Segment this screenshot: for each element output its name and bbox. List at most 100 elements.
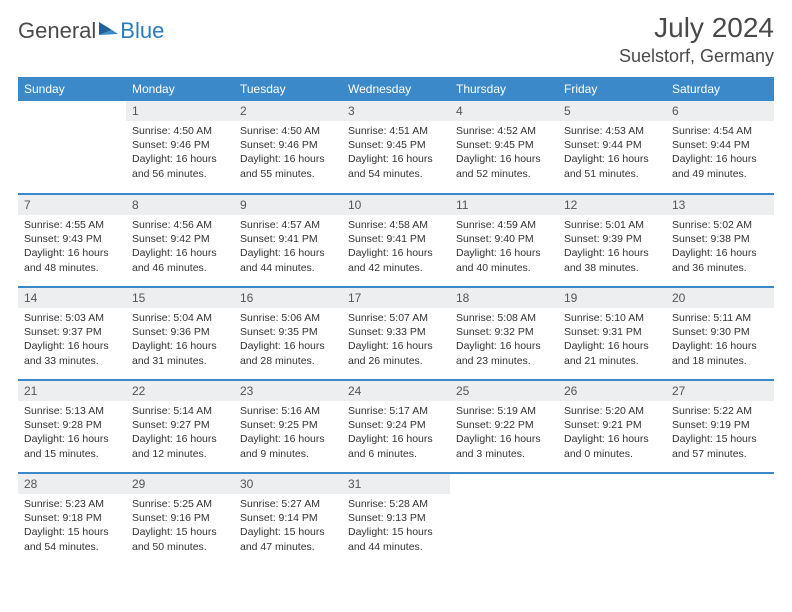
daylight-text: Daylight: 16 hours and 42 minutes. xyxy=(348,246,444,274)
daylight-text: Daylight: 16 hours and 40 minutes. xyxy=(456,246,552,274)
daylight-text: Daylight: 16 hours and 0 minutes. xyxy=(564,432,660,460)
day-content: Sunrise: 4:58 AMSunset: 9:41 PMDaylight:… xyxy=(342,215,450,281)
weekday-header: Tuesday xyxy=(234,77,342,101)
day-content: Sunrise: 5:11 AMSunset: 9:30 PMDaylight:… xyxy=(666,308,774,374)
sunrise-text: Sunrise: 4:57 AM xyxy=(240,218,336,232)
weekday-header: Saturday xyxy=(666,77,774,101)
sunset-text: Sunset: 9:44 PM xyxy=(564,138,660,152)
day-number: 18 xyxy=(450,288,558,308)
calendar-day-cell: 28Sunrise: 5:23 AMSunset: 9:18 PMDayligh… xyxy=(18,473,126,566)
calendar-day-cell: 15Sunrise: 5:04 AMSunset: 9:36 PMDayligh… xyxy=(126,287,234,380)
day-number: 27 xyxy=(666,381,774,401)
brand-part2: Blue xyxy=(120,18,164,44)
sunrise-text: Sunrise: 5:13 AM xyxy=(24,404,120,418)
calendar-day-cell: 4Sunrise: 4:52 AMSunset: 9:45 PMDaylight… xyxy=(450,101,558,194)
sunset-text: Sunset: 9:40 PM xyxy=(456,232,552,246)
day-content: Sunrise: 4:50 AMSunset: 9:46 PMDaylight:… xyxy=(126,121,234,187)
sunset-text: Sunset: 9:31 PM xyxy=(564,325,660,339)
daylight-text: Daylight: 16 hours and 49 minutes. xyxy=(672,152,768,180)
daylight-text: Daylight: 16 hours and 48 minutes. xyxy=(24,246,120,274)
sunset-text: Sunset: 9:42 PM xyxy=(132,232,228,246)
daylight-text: Daylight: 16 hours and 52 minutes. xyxy=(456,152,552,180)
day-number xyxy=(450,474,558,494)
calendar-week-row: 28Sunrise: 5:23 AMSunset: 9:18 PMDayligh… xyxy=(18,473,774,566)
page-header: General Blue July 2024 Suelstorf, German… xyxy=(18,12,774,67)
calendar-day-cell: 13Sunrise: 5:02 AMSunset: 9:38 PMDayligh… xyxy=(666,194,774,287)
sunset-text: Sunset: 9:21 PM xyxy=(564,418,660,432)
day-number: 4 xyxy=(450,101,558,121)
sunrise-text: Sunrise: 4:55 AM xyxy=(24,218,120,232)
day-number: 12 xyxy=(558,195,666,215)
calendar-day-cell: 30Sunrise: 5:27 AMSunset: 9:14 PMDayligh… xyxy=(234,473,342,566)
weekday-header: Thursday xyxy=(450,77,558,101)
sunrise-text: Sunrise: 5:08 AM xyxy=(456,311,552,325)
weekday-header-row: Sunday Monday Tuesday Wednesday Thursday… xyxy=(18,77,774,101)
calendar-week-row: 7Sunrise: 4:55 AMSunset: 9:43 PMDaylight… xyxy=(18,194,774,287)
daylight-text: Daylight: 16 hours and 55 minutes. xyxy=(240,152,336,180)
daylight-text: Daylight: 16 hours and 3 minutes. xyxy=(456,432,552,460)
weekday-header: Friday xyxy=(558,77,666,101)
calendar-day-cell: 29Sunrise: 5:25 AMSunset: 9:16 PMDayligh… xyxy=(126,473,234,566)
day-content: Sunrise: 5:23 AMSunset: 9:18 PMDaylight:… xyxy=(18,494,126,560)
daylight-text: Daylight: 16 hours and 23 minutes. xyxy=(456,339,552,367)
sunrise-text: Sunrise: 4:59 AM xyxy=(456,218,552,232)
sunset-text: Sunset: 9:27 PM xyxy=(132,418,228,432)
calendar-day-cell: 24Sunrise: 5:17 AMSunset: 9:24 PMDayligh… xyxy=(342,380,450,473)
calendar-day-cell: 12Sunrise: 5:01 AMSunset: 9:39 PMDayligh… xyxy=(558,194,666,287)
day-number: 10 xyxy=(342,195,450,215)
day-content: Sunrise: 5:25 AMSunset: 9:16 PMDaylight:… xyxy=(126,494,234,560)
day-number xyxy=(18,101,126,121)
calendar-day-cell: 26Sunrise: 5:20 AMSunset: 9:21 PMDayligh… xyxy=(558,380,666,473)
sunrise-text: Sunrise: 5:11 AM xyxy=(672,311,768,325)
day-number: 5 xyxy=(558,101,666,121)
sunrise-text: Sunrise: 4:52 AM xyxy=(456,124,552,138)
day-content: Sunrise: 5:13 AMSunset: 9:28 PMDaylight:… xyxy=(18,401,126,467)
sunset-text: Sunset: 9:35 PM xyxy=(240,325,336,339)
calendar-week-row: 21Sunrise: 5:13 AMSunset: 9:28 PMDayligh… xyxy=(18,380,774,473)
calendar-day-cell: 23Sunrise: 5:16 AMSunset: 9:25 PMDayligh… xyxy=(234,380,342,473)
day-number: 29 xyxy=(126,474,234,494)
weekday-header: Wednesday xyxy=(342,77,450,101)
calendar-day-cell: 8Sunrise: 4:56 AMSunset: 9:42 PMDaylight… xyxy=(126,194,234,287)
calendar-day-cell: 25Sunrise: 5:19 AMSunset: 9:22 PMDayligh… xyxy=(450,380,558,473)
calendar-day-cell: 10Sunrise: 4:58 AMSunset: 9:41 PMDayligh… xyxy=(342,194,450,287)
day-number: 31 xyxy=(342,474,450,494)
daylight-text: Daylight: 16 hours and 9 minutes. xyxy=(240,432,336,460)
sunrise-text: Sunrise: 5:06 AM xyxy=(240,311,336,325)
weekday-header: Monday xyxy=(126,77,234,101)
calendar-day-cell xyxy=(666,473,774,566)
sunset-text: Sunset: 9:24 PM xyxy=(348,418,444,432)
day-content: Sunrise: 5:17 AMSunset: 9:24 PMDaylight:… xyxy=(342,401,450,467)
sunrise-text: Sunrise: 4:53 AM xyxy=(564,124,660,138)
daylight-text: Daylight: 16 hours and 44 minutes. xyxy=(240,246,336,274)
sunset-text: Sunset: 9:39 PM xyxy=(564,232,660,246)
sunrise-text: Sunrise: 5:02 AM xyxy=(672,218,768,232)
day-number: 20 xyxy=(666,288,774,308)
day-content: Sunrise: 5:27 AMSunset: 9:14 PMDaylight:… xyxy=(234,494,342,560)
day-content: Sunrise: 5:02 AMSunset: 9:38 PMDaylight:… xyxy=(666,215,774,281)
daylight-text: Daylight: 16 hours and 54 minutes. xyxy=(348,152,444,180)
day-number: 15 xyxy=(126,288,234,308)
day-number: 2 xyxy=(234,101,342,121)
sunset-text: Sunset: 9:45 PM xyxy=(348,138,444,152)
day-content: Sunrise: 4:51 AMSunset: 9:45 PMDaylight:… xyxy=(342,121,450,187)
day-content: Sunrise: 4:53 AMSunset: 9:44 PMDaylight:… xyxy=(558,121,666,187)
sunrise-text: Sunrise: 5:19 AM xyxy=(456,404,552,418)
daylight-text: Daylight: 16 hours and 28 minutes. xyxy=(240,339,336,367)
sunrise-text: Sunrise: 4:50 AM xyxy=(132,124,228,138)
sunrise-text: Sunrise: 4:58 AM xyxy=(348,218,444,232)
daylight-text: Daylight: 16 hours and 46 minutes. xyxy=(132,246,228,274)
sunrise-text: Sunrise: 5:22 AM xyxy=(672,404,768,418)
calendar-day-cell: 11Sunrise: 4:59 AMSunset: 9:40 PMDayligh… xyxy=(450,194,558,287)
day-number: 30 xyxy=(234,474,342,494)
day-number: 6 xyxy=(666,101,774,121)
sunrise-text: Sunrise: 5:17 AM xyxy=(348,404,444,418)
calendar-day-cell xyxy=(18,101,126,194)
day-content: Sunrise: 5:14 AMSunset: 9:27 PMDaylight:… xyxy=(126,401,234,467)
day-content: Sunrise: 4:57 AMSunset: 9:41 PMDaylight:… xyxy=(234,215,342,281)
sunset-text: Sunset: 9:14 PM xyxy=(240,511,336,525)
day-content: Sunrise: 4:52 AMSunset: 9:45 PMDaylight:… xyxy=(450,121,558,187)
sunrise-text: Sunrise: 5:20 AM xyxy=(564,404,660,418)
day-number: 21 xyxy=(18,381,126,401)
month-title: July 2024 xyxy=(619,12,774,44)
